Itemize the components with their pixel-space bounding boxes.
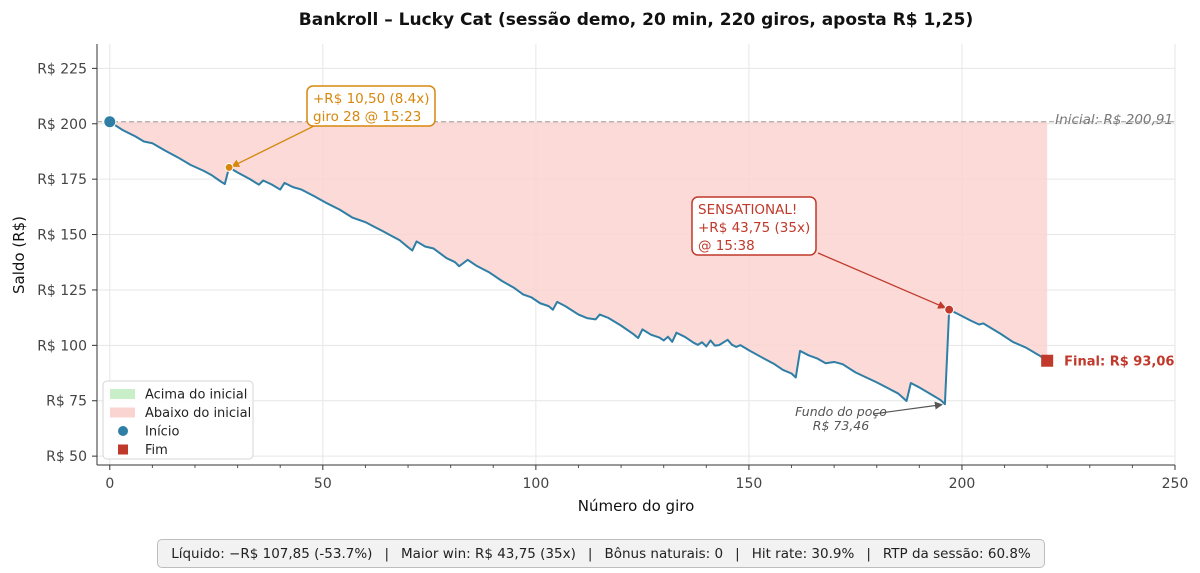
- annotation-win-text: giro 28 @ 15:23: [313, 109, 421, 125]
- annotation-sensational-arrow: [817, 252, 947, 309]
- y-tick-label: R$ 175: [37, 172, 87, 188]
- summary-session-rtp: RTP da sessão: 60.8%: [882, 545, 1031, 562]
- y-tick-label: R$ 225: [37, 61, 87, 77]
- annotation-bottom-text: Fundo do poço: [795, 404, 887, 419]
- initial-balance-label: Inicial: R$ 200,91: [1055, 112, 1173, 128]
- x-tick-label: 100: [523, 476, 550, 492]
- y-tick-label: R$ 50: [46, 449, 87, 465]
- legend-label: Acima do inicial: [145, 388, 247, 403]
- summary-hit-rate: Hit rate: 30.9%: [751, 545, 855, 562]
- annotation-bottom-arrow: [872, 401, 943, 415]
- annotation-win-box: [306, 85, 436, 127]
- summary-natural-bonuses: Bônus naturais: 0: [604, 545, 724, 562]
- x-tick-label: 0: [105, 476, 114, 492]
- legend-box: [102, 380, 254, 460]
- y-tick-label: R$ 200: [37, 117, 87, 133]
- summary-separator: |: [866, 545, 871, 562]
- x-tick-label: 150: [736, 476, 763, 492]
- annotation-sensational-box: [691, 196, 817, 256]
- annotation-win-arrow: [231, 123, 319, 168]
- y-axis-label: Saldo (R$): [10, 216, 28, 294]
- summary-separator: |: [735, 545, 740, 562]
- start-marker: [103, 115, 117, 129]
- y-tick-label: R$ 125: [37, 283, 87, 299]
- annotation-sensational-text: @ 15:38: [698, 238, 755, 254]
- chart-title: Bankroll – Lucky Cat (sessão demo, 20 mi…: [299, 10, 973, 30]
- summary-separator: |: [587, 545, 593, 562]
- x-tick-label: 200: [949, 476, 976, 492]
- annotation-sensational-point: [944, 304, 955, 315]
- legend-swatch: [110, 389, 135, 399]
- annotation-win-text: +R$ 10,50 (8.4x): [313, 91, 430, 107]
- legend-marker: [118, 426, 128, 436]
- y-tick-label: R$ 100: [37, 338, 87, 354]
- below-initial-area: [109, 121, 1048, 405]
- summary-net: Líquido: −R$ 107,85 (-53.7%): [171, 545, 373, 562]
- annotation-sensational-text: SENSATIONAL!: [698, 202, 797, 218]
- legend-label: Início: [145, 425, 179, 440]
- y-tick-label: R$ 75: [46, 394, 87, 410]
- legend-label: Fim: [145, 443, 168, 458]
- legend-marker: [118, 444, 128, 455]
- annotation-sensational-text: +R$ 43,75 (35x): [698, 220, 810, 236]
- bankroll-chart: Bankroll – Lucky Cat (sessão demo, 20 mi…: [10, 10, 1189, 515]
- x-tick-label: 50: [314, 476, 332, 492]
- annotation-win-point: [224, 162, 234, 172]
- annotation-bottom-text: R$ 73,46: [813, 418, 869, 433]
- x-axis-label: Número do giro: [578, 497, 695, 515]
- y-tick-label: R$ 150: [37, 228, 87, 244]
- balance-line: [109, 120, 1048, 406]
- end-marker: [1041, 354, 1054, 367]
- legend-label: Abaixo do inicial: [145, 406, 251, 421]
- x-tick-label: 250: [1162, 476, 1189, 492]
- final-balance-label: Final: R$ 93,06: [1064, 355, 1174, 370]
- session-summary-bar: Líquido: −R$ 107,85 (-53.7%) | Maior win…: [157, 539, 1045, 568]
- summary-biggest-win: Maior win: R$ 43,75 (35x): [401, 545, 576, 562]
- summary-separator: |: [384, 545, 389, 562]
- legend-swatch: [110, 407, 135, 418]
